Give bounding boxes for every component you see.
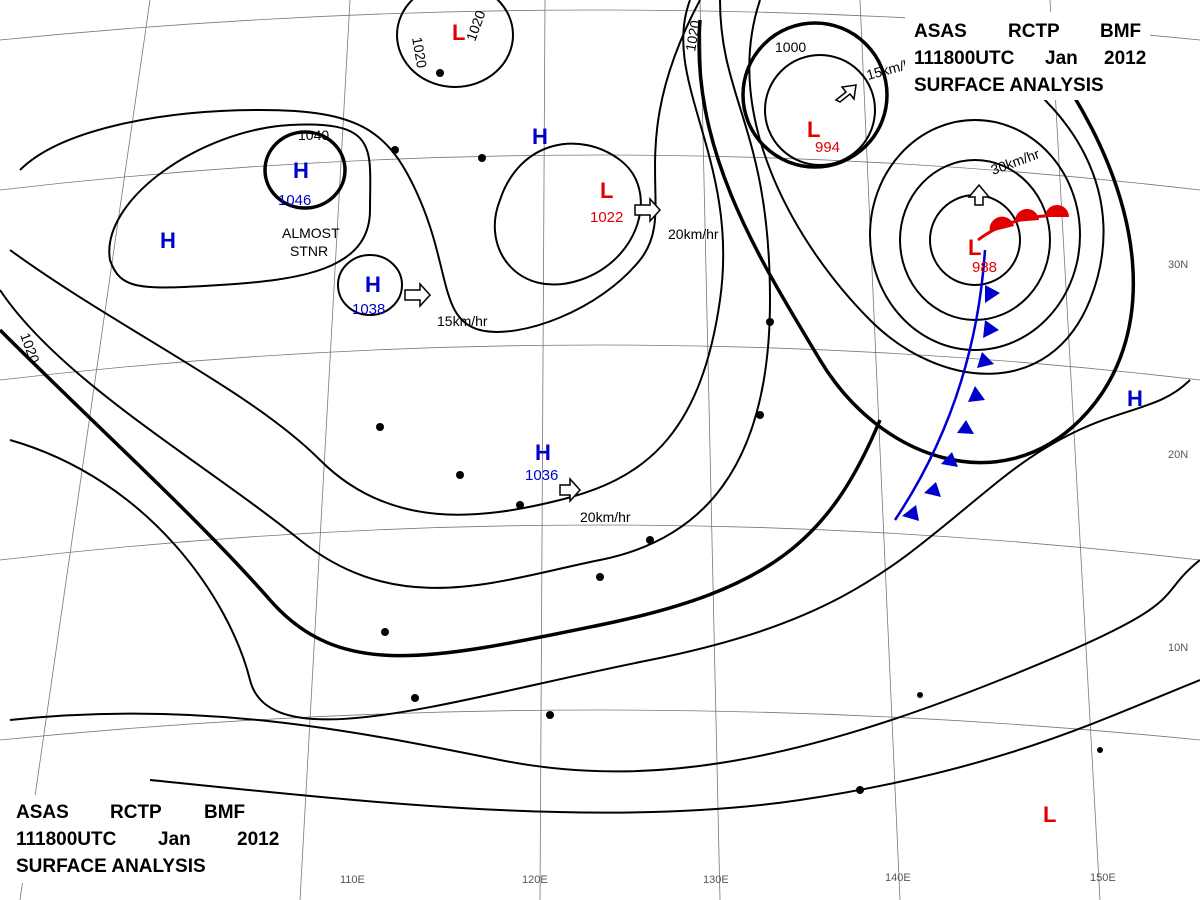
center-pressure: 994 [815,139,840,156]
header-text: BMF [204,802,245,823]
lon-label: 130E [703,874,729,886]
center-symbol: L [1043,802,1056,827]
stations [376,69,1103,794]
center-symbol: H [535,440,551,465]
isobars [0,0,1200,814]
center-symbol: H [160,228,176,253]
header-text: RCTP [110,802,162,823]
center-pressure: 1036 [525,467,558,484]
header-bottom: ASAS RCTP BMF 111800UTC Jan 2012 SURFACE… [10,795,290,883]
lon-label: 120E [522,874,548,886]
header-text: SURFACE ANALYSIS [914,75,1104,96]
center-symbol: L [600,178,613,203]
motion-label: 20km/hr [668,226,719,242]
center-symbol: H [532,124,548,149]
header-text: 111800UTC [16,829,117,850]
motion-label: 15km/hr [437,313,488,329]
motion-arrows [404,84,991,503]
note: STNR [290,243,328,259]
lon-label: 110E [340,874,365,886]
center-pressure: 1038 [352,301,385,318]
header-text: BMF [1100,21,1141,42]
center-symbol: H [1127,386,1143,411]
lon-label: 150E [1090,872,1116,884]
center-symbol: L [452,20,465,45]
note: ALMOST [282,225,340,241]
lon-label: 140E [885,872,911,884]
center-symbol: L [968,235,981,260]
header-text: Jan [1045,48,1078,69]
header-text: 2012 [1104,48,1146,69]
lat-label: 10N [1168,642,1188,654]
center-pressure: 1022 [590,209,623,226]
header-box [905,12,1150,100]
header-box [10,795,290,883]
header-text: ASAS [16,802,69,823]
centers: L H 1046 H H 1038 H L 1022 L 994 L 988 H… [160,20,1143,827]
isobar-labels: 1020 1020 1020 1040 1000 1020 [17,8,806,365]
geo-labels: 110E 120E 130E 140E 150E 30N 20N 10N [340,259,1188,886]
isobar-label: 1020 [409,36,430,70]
motion-label: 20km/hr [580,509,631,525]
fronts [893,205,1069,521]
header-text: RCTP [1008,21,1060,42]
header-text: Jan [158,829,191,850]
header-text: 111800UTC [914,48,1015,69]
center-pressure: 988 [972,259,997,276]
isobar-label: 1020 [682,19,703,53]
lat-label: 30N [1168,259,1188,271]
center-symbol: H [365,272,381,297]
header-top: ASAS RCTP BMF 111800UTC Jan 2012 SURFACE… [905,12,1150,100]
header-text: ASAS [914,21,967,42]
center-symbol: H [293,158,309,183]
lat-label: 20N [1168,449,1188,461]
center-symbol: L [807,117,820,142]
header-text: 2012 [237,829,279,850]
center-pressure: 1046 [278,192,311,209]
isobar-label: 1040 [298,127,329,143]
isobar-label: 1000 [775,39,806,55]
header-text: SURFACE ANALYSIS [16,856,206,877]
